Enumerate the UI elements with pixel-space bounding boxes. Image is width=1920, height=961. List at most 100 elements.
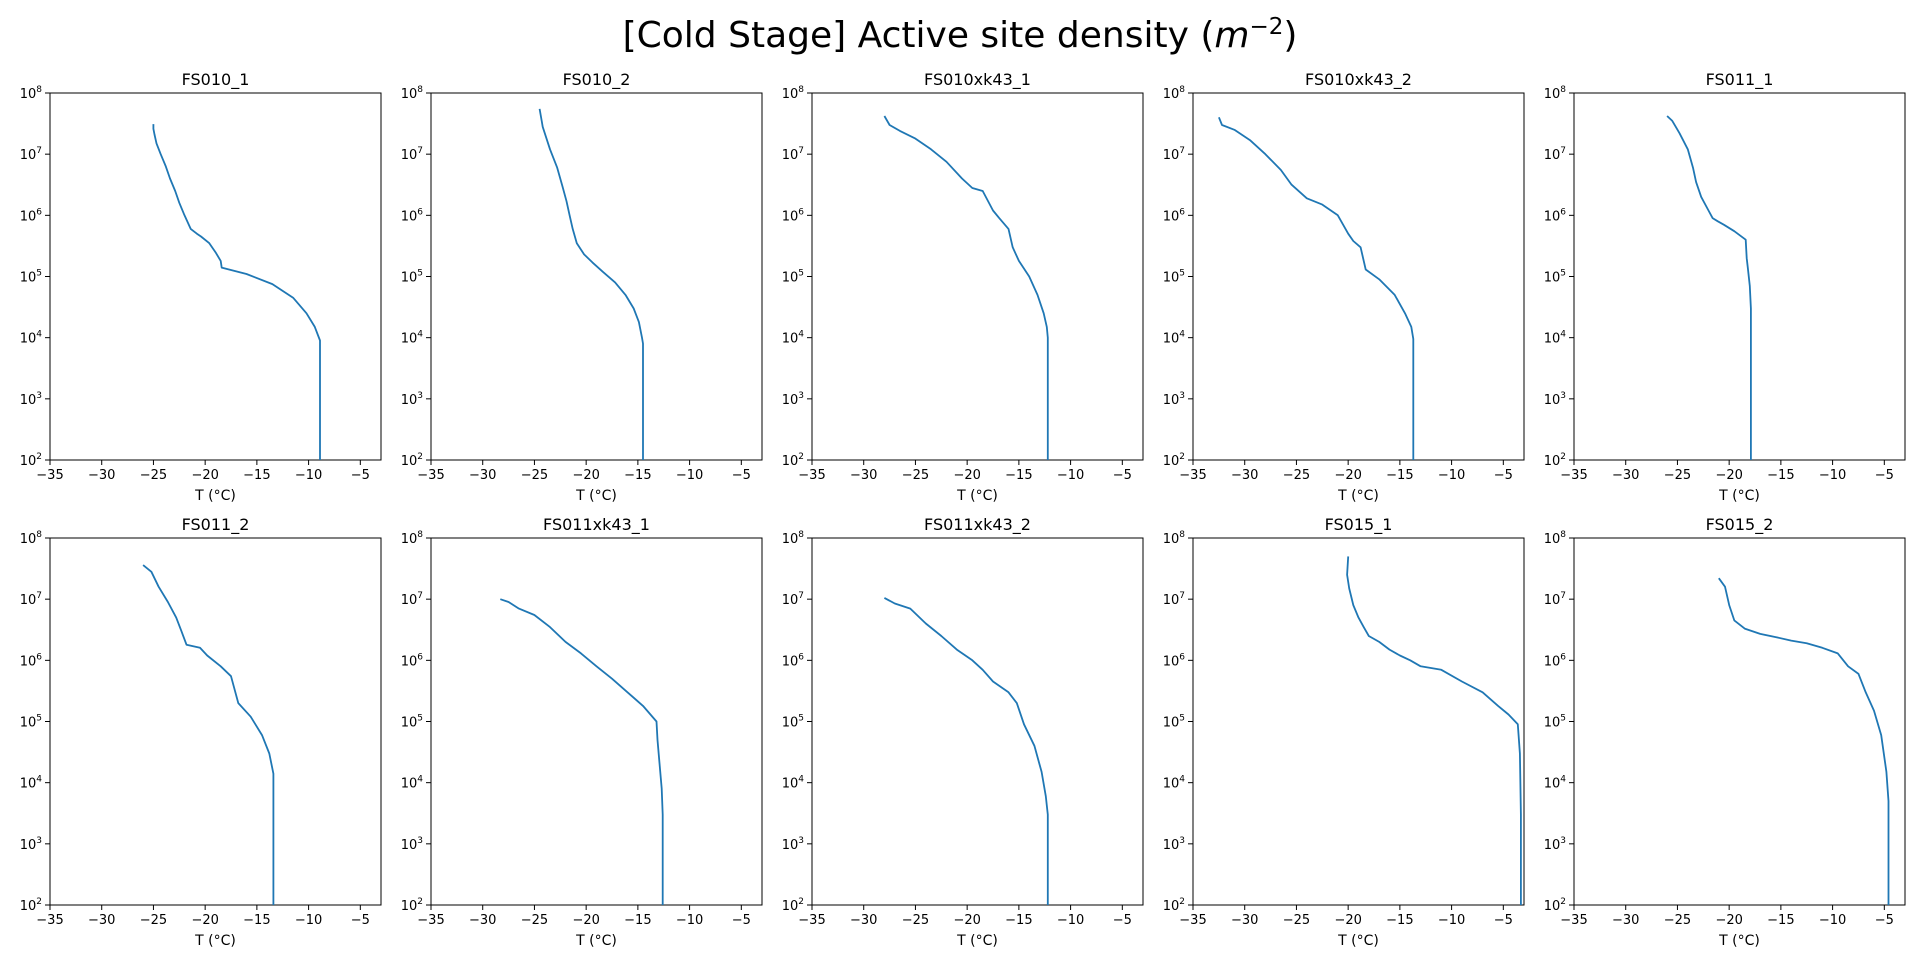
- y-tick-label: 102: [1163, 452, 1185, 469]
- x-tick-label: −35: [1560, 913, 1587, 928]
- x-tick-label: −5: [1494, 468, 1513, 483]
- y-tick-label: 103: [1163, 836, 1185, 853]
- x-tick-label: −20: [1715, 468, 1742, 483]
- y-tick-label: 104: [1544, 775, 1567, 792]
- x-tick-label: −20: [953, 913, 980, 928]
- y-tick-label: 106: [1544, 652, 1567, 669]
- x-axis-label: T (°C): [956, 488, 998, 504]
- y-tick-label: 105: [782, 714, 804, 731]
- subplot: FS010xk43_1 −35 −30 −25 −20 −15 −10 −5 102 103 104…: [782, 70, 1144, 504]
- y-tick-label: 107: [401, 146, 423, 163]
- y-tick-label: 108: [1163, 85, 1186, 102]
- figure-title: [Cold Stage] Active site density (m−2): [622, 14, 1298, 56]
- x-tick-label: −15: [243, 468, 270, 483]
- x-axis-label: T (°C): [575, 933, 617, 949]
- y-tick-label: 103: [1544, 391, 1566, 408]
- x-tick-label: −5: [1875, 913, 1894, 928]
- y-tick-label: 107: [1163, 146, 1185, 163]
- y-tick-label: 106: [401, 652, 424, 669]
- y-tick-label: 108: [1544, 530, 1567, 547]
- y-tick-label: 104: [1163, 330, 1186, 347]
- subplot-title: FS010_1: [182, 70, 250, 90]
- subplot-title: FS011_1: [1706, 70, 1774, 90]
- x-axis-label: T (°C): [575, 488, 617, 504]
- y-tick-label: 103: [401, 836, 423, 853]
- subplot-title: FS010_2: [563, 70, 631, 90]
- y-tick-label: 104: [782, 330, 805, 347]
- x-tick-label: −35: [417, 468, 444, 483]
- y-tick-label: 107: [1544, 146, 1566, 163]
- subplot: FS011_1 −35 −30 −25 −20 −15 −10 −5 102 103 104 105 1…: [1544, 70, 1906, 504]
- series-line: [883, 115, 1049, 460]
- x-tick-label: −20: [572, 468, 599, 483]
- x-tick-label: −10: [295, 913, 322, 928]
- y-tick-label: 105: [1544, 269, 1566, 286]
- subplot-title: FS010xk43_2: [1305, 70, 1412, 90]
- axes-frame: [49, 92, 382, 461]
- y-tick-label: 106: [1544, 207, 1567, 224]
- y-tick-label: 108: [20, 530, 43, 547]
- x-axis-label: T (°C): [956, 933, 998, 949]
- subplot: FS010_2 −35 −30 −25 −20 −15 −10 −5 102 103 104 105 1…: [401, 70, 763, 504]
- x-tick-label: −10: [1057, 913, 1084, 928]
- x-tick-label: −30: [850, 913, 877, 928]
- y-tick-label: 105: [1163, 269, 1185, 286]
- x-tick-label: −5: [732, 913, 751, 928]
- x-tick-label: −20: [1334, 468, 1361, 483]
- y-tick-label: 108: [401, 530, 424, 547]
- axes-frame: [430, 537, 763, 906]
- series-line: [1718, 577, 1890, 905]
- y-tick-label: 105: [20, 714, 42, 731]
- y-tick-label: 103: [782, 391, 804, 408]
- x-tick-label: −20: [953, 468, 980, 483]
- x-tick-label: −10: [1057, 468, 1084, 483]
- x-tick-label: −25: [902, 468, 929, 483]
- subplot-title: FS011_2: [182, 515, 250, 535]
- x-tick-label: −15: [1386, 468, 1413, 483]
- y-tick-label: 107: [20, 146, 42, 163]
- x-axis-label: T (°C): [1337, 488, 1379, 504]
- x-tick-label: −20: [191, 468, 218, 483]
- axes-frame: [430, 92, 763, 461]
- y-tick-label: 106: [1163, 652, 1186, 669]
- x-tick-label: −15: [243, 913, 270, 928]
- x-tick-label: −15: [1005, 468, 1032, 483]
- x-tick-label: −25: [1664, 468, 1691, 483]
- y-tick-label: 105: [401, 714, 423, 731]
- series-line: [1666, 115, 1752, 460]
- x-tick-label: −20: [191, 913, 218, 928]
- x-tick-label: −25: [902, 913, 929, 928]
- series-line: [142, 564, 275, 905]
- subplot-title: FS011xk43_1: [543, 515, 650, 535]
- x-tick-label: −30: [1612, 913, 1639, 928]
- y-tick-label: 102: [401, 452, 423, 469]
- title-exponent: −2: [1249, 14, 1284, 40]
- subplot: FS011_2 −35 −30 −25 −20 −15 −10 −5 102 103 104 105 1…: [20, 515, 382, 949]
- y-tick-label: 103: [20, 391, 42, 408]
- y-tick-label: 108: [782, 530, 805, 547]
- x-tick-label: −5: [732, 468, 751, 483]
- x-tick-label: −15: [1767, 913, 1794, 928]
- y-tick-label: 103: [1163, 391, 1185, 408]
- subplot: FS011xk43_1 −35 −30 −25 −20 −15 −10 −5 102 103 104…: [401, 515, 763, 949]
- x-tick-label: −35: [1179, 913, 1206, 928]
- x-tick-label: −25: [140, 468, 167, 483]
- x-tick-label: −25: [521, 913, 548, 928]
- x-tick-label: −15: [1386, 913, 1413, 928]
- x-tick-label: −30: [88, 468, 115, 483]
- x-tick-label: −35: [1179, 468, 1206, 483]
- x-tick-label: −20: [1715, 913, 1742, 928]
- y-tick-label: 102: [20, 452, 42, 469]
- x-tick-label: −15: [1005, 913, 1032, 928]
- x-tick-label: −25: [1283, 468, 1310, 483]
- axes-frame: [811, 92, 1144, 461]
- y-tick-label: 108: [782, 85, 805, 102]
- x-tick-label: −10: [676, 468, 703, 483]
- x-tick-label: −30: [1612, 468, 1639, 483]
- subplot: FS010xk43_2 −35 −30 −25 −20 −15 −10 −5 102 103 104…: [1163, 70, 1525, 504]
- y-tick-label: 105: [1544, 714, 1566, 731]
- x-tick-label: −35: [1560, 468, 1587, 483]
- axes-frame: [811, 537, 1144, 906]
- x-tick-label: −10: [1438, 913, 1465, 928]
